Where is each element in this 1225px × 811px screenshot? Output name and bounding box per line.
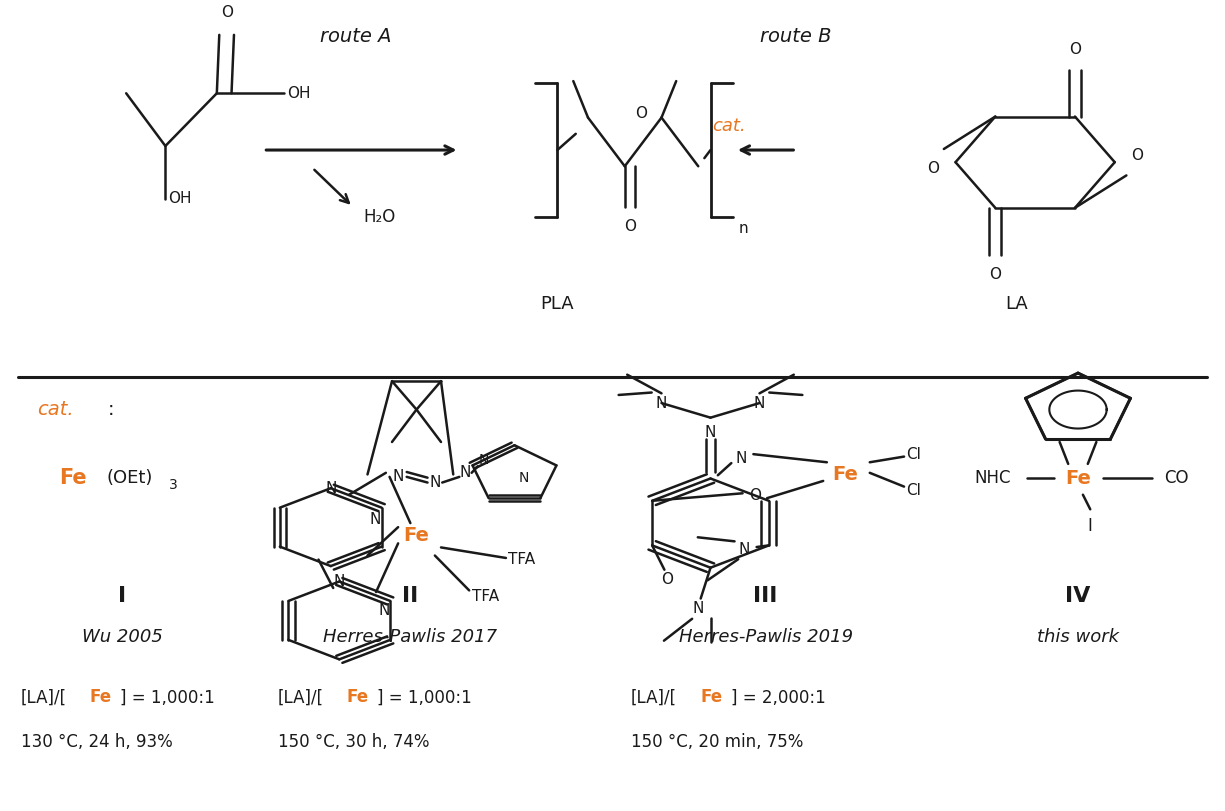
Text: Fe: Fe bbox=[347, 689, 369, 706]
Text: Herres-Pawlis 2017: Herres-Pawlis 2017 bbox=[323, 628, 497, 646]
Text: TFA: TFA bbox=[508, 552, 535, 567]
Text: N: N bbox=[392, 470, 404, 484]
Text: N: N bbox=[479, 453, 489, 467]
Text: O: O bbox=[748, 488, 761, 503]
Text: :: : bbox=[108, 400, 114, 419]
Text: II: II bbox=[402, 586, 419, 606]
Text: 130 °C, 24 h, 93%: 130 °C, 24 h, 93% bbox=[21, 733, 173, 751]
Text: ] = 1,000:1: ] = 1,000:1 bbox=[377, 689, 472, 706]
Text: Wu 2005: Wu 2005 bbox=[82, 628, 163, 646]
Text: O: O bbox=[927, 161, 940, 176]
Text: N: N bbox=[735, 451, 747, 466]
Text: cat.: cat. bbox=[712, 117, 746, 135]
Text: N: N bbox=[704, 425, 717, 440]
Text: Fe: Fe bbox=[1065, 469, 1091, 488]
Text: O: O bbox=[660, 572, 673, 587]
Text: ] = 1,000:1: ] = 1,000:1 bbox=[120, 689, 214, 706]
Text: N: N bbox=[333, 574, 345, 589]
Text: Herres-Pawlis 2019: Herres-Pawlis 2019 bbox=[679, 628, 853, 646]
Text: N: N bbox=[739, 542, 750, 557]
Text: n: n bbox=[739, 221, 748, 236]
Text: ] = 2,000:1: ] = 2,000:1 bbox=[731, 689, 826, 706]
Text: Cl: Cl bbox=[906, 483, 921, 498]
Text: N: N bbox=[519, 471, 529, 486]
Text: I: I bbox=[1088, 517, 1093, 534]
Text: O: O bbox=[220, 6, 233, 20]
Text: N: N bbox=[655, 396, 668, 410]
Text: (OEt): (OEt) bbox=[107, 470, 153, 487]
Text: Cl: Cl bbox=[906, 447, 921, 461]
Text: H₂O: H₂O bbox=[364, 208, 396, 225]
Text: N: N bbox=[379, 603, 390, 618]
Text: I: I bbox=[119, 586, 126, 606]
Text: IV: IV bbox=[1066, 586, 1090, 606]
Text: N: N bbox=[753, 396, 766, 410]
Text: route B: route B bbox=[761, 27, 832, 46]
Text: 150 °C, 30 h, 74%: 150 °C, 30 h, 74% bbox=[278, 733, 430, 751]
Text: Fe: Fe bbox=[403, 526, 430, 545]
Text: [LA]/[: [LA]/[ bbox=[278, 689, 325, 706]
Text: 150 °C, 20 min, 75%: 150 °C, 20 min, 75% bbox=[631, 733, 804, 751]
Text: PLA: PLA bbox=[540, 295, 575, 313]
Text: Fe: Fe bbox=[832, 465, 859, 484]
Text: O: O bbox=[624, 219, 636, 234]
Text: N: N bbox=[325, 481, 337, 496]
Text: [LA]/[: [LA]/[ bbox=[21, 689, 67, 706]
Text: OH: OH bbox=[168, 191, 191, 206]
Text: route A: route A bbox=[320, 27, 391, 46]
Text: cat.: cat. bbox=[37, 400, 74, 419]
Text: 3: 3 bbox=[169, 478, 178, 492]
Text: O: O bbox=[1069, 42, 1080, 58]
Text: O: O bbox=[990, 267, 1001, 282]
Text: CO: CO bbox=[1164, 470, 1188, 487]
Text: N: N bbox=[429, 475, 441, 490]
Text: LA: LA bbox=[1006, 295, 1028, 313]
Text: III: III bbox=[753, 586, 778, 606]
Text: TFA: TFA bbox=[472, 589, 499, 603]
Text: this work: this work bbox=[1038, 628, 1118, 646]
Text: Fe: Fe bbox=[89, 689, 111, 706]
Text: N: N bbox=[459, 466, 472, 480]
Text: Fe: Fe bbox=[701, 689, 723, 706]
Text: N: N bbox=[370, 512, 381, 526]
Text: OH: OH bbox=[287, 86, 310, 101]
Text: N: N bbox=[692, 601, 704, 616]
Text: O: O bbox=[635, 106, 647, 121]
Text: O: O bbox=[1131, 148, 1143, 163]
Text: [LA]/[: [LA]/[ bbox=[631, 689, 677, 706]
Text: NHC: NHC bbox=[974, 470, 1011, 487]
Text: Fe: Fe bbox=[59, 469, 87, 488]
